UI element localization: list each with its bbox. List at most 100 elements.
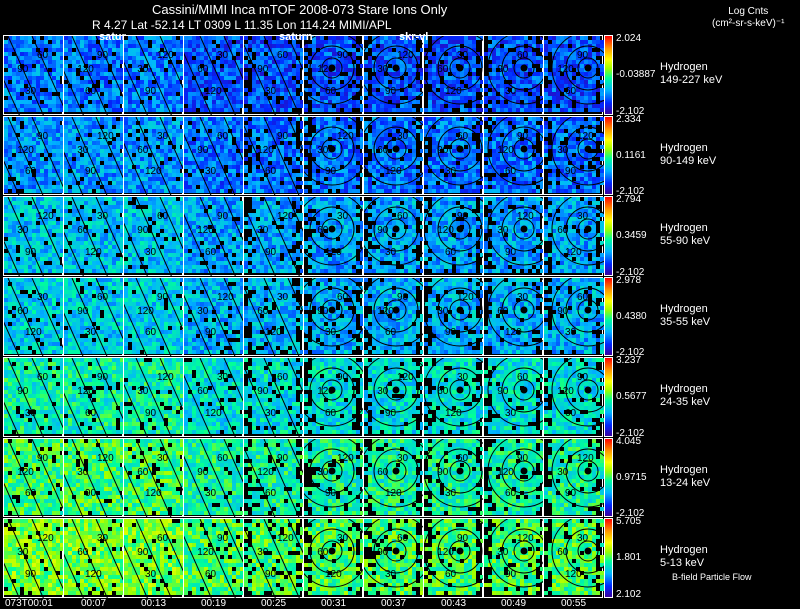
contour-label: 120 bbox=[17, 466, 34, 478]
contour-label: 30 bbox=[217, 50, 229, 62]
contour-label: 120 bbox=[325, 568, 342, 580]
species-label: Hydrogen bbox=[660, 544, 708, 557]
energy-label: 5-13 keV bbox=[660, 557, 705, 570]
contour-label: 120 bbox=[25, 327, 42, 339]
contour-label: 30 bbox=[557, 144, 569, 156]
panel-image bbox=[4, 519, 64, 599]
time-label: 00:49 bbox=[501, 598, 527, 609]
panel-image bbox=[304, 277, 364, 354]
panel-image bbox=[4, 358, 64, 438]
image-panel: 90 60 30 bbox=[63, 276, 124, 357]
image-panel: 60 30 120 bbox=[123, 437, 184, 518]
contour-label: 60 bbox=[205, 246, 217, 258]
contour-label: 30 bbox=[517, 291, 529, 303]
image-panel: 90 60 30 bbox=[243, 357, 304, 438]
energy-band-label: Hydrogen 5-13 keV bbox=[660, 544, 708, 570]
contour-label: 30 bbox=[97, 533, 109, 545]
contour-label: 30 bbox=[17, 225, 29, 237]
image-panel: 90 60 30 bbox=[123, 518, 184, 599]
panel-image bbox=[244, 438, 304, 518]
contour-label: 60 bbox=[497, 305, 509, 317]
image-panel: 60 30 120 bbox=[543, 518, 604, 598]
image-panel: 30 120 90 bbox=[483, 196, 544, 276]
contour-label: 120 bbox=[317, 386, 334, 398]
colorbar bbox=[604, 518, 613, 598]
image-panel: 60 30 120 bbox=[363, 115, 424, 195]
species-label: Hydrogen bbox=[660, 141, 708, 154]
contour-label: 30 bbox=[257, 225, 269, 237]
contour-label: 120 bbox=[577, 452, 594, 464]
image-panel: 30 120 90 bbox=[123, 35, 184, 116]
contour-label: 120 bbox=[257, 144, 274, 156]
panel-image bbox=[64, 277, 124, 357]
contour-label: 60 bbox=[85, 85, 97, 97]
panel-image bbox=[544, 36, 604, 112]
contour-label: 60 bbox=[217, 130, 229, 142]
contour-label: 30 bbox=[377, 64, 389, 76]
species-label: Hydrogen bbox=[660, 302, 708, 315]
image-panel: 30 120 90 bbox=[483, 518, 544, 598]
colorbar-max-label: 4.045 bbox=[616, 435, 642, 447]
panel-image bbox=[244, 116, 304, 196]
image-panel: 60 30 120 bbox=[363, 437, 424, 517]
time-label: 00:13 bbox=[141, 598, 167, 609]
contour-label: 90 bbox=[317, 305, 329, 317]
contour-label: 90 bbox=[497, 64, 509, 76]
contour-label: 90 bbox=[97, 372, 109, 384]
contour-label: 90 bbox=[517, 452, 529, 464]
energy-band-label: Hydrogen 35-55 keV bbox=[660, 303, 710, 329]
contour-label: 90 bbox=[137, 225, 149, 237]
image-panel: 120 90 60 bbox=[3, 115, 64, 196]
contour-label: 120 bbox=[377, 305, 394, 317]
contour-label: 90 bbox=[265, 246, 277, 258]
colorbar-mid-label: 0.1161 bbox=[616, 149, 646, 161]
contour-label: 120 bbox=[397, 372, 414, 384]
contour-label: 30 bbox=[577, 211, 589, 223]
contour-label: 30 bbox=[457, 50, 469, 62]
time-label: 00:55 bbox=[561, 598, 587, 609]
panel-image bbox=[364, 438, 424, 515]
image-panel: 30 120 90 bbox=[363, 35, 424, 115]
contour-label: 90 bbox=[197, 144, 209, 156]
contour-label: 60 bbox=[317, 547, 329, 559]
panel-image bbox=[124, 358, 184, 438]
image-panel: 60 30 120 bbox=[243, 276, 304, 357]
contour-label: 30 bbox=[437, 305, 449, 317]
panel-image bbox=[364, 277, 424, 354]
time-label: 00:19 bbox=[201, 598, 227, 609]
contour-label: 30 bbox=[505, 85, 517, 97]
species-label: Hydrogen bbox=[660, 222, 708, 235]
contour-label: 60 bbox=[17, 305, 29, 317]
contour-label: 60 bbox=[377, 466, 389, 478]
contour-label: 90 bbox=[505, 568, 517, 580]
contour-label: 60 bbox=[157, 211, 169, 223]
image-panel: 30 120 90 bbox=[3, 196, 64, 277]
panel-image bbox=[184, 36, 244, 116]
contour-label: 90 bbox=[565, 488, 577, 500]
contour-label: 90 bbox=[205, 327, 217, 339]
panel-image bbox=[544, 116, 604, 193]
contour-label: 60 bbox=[397, 533, 409, 545]
contour-label: 60 bbox=[397, 211, 409, 223]
image-panel: 90 60 30 bbox=[183, 115, 244, 196]
panel-image bbox=[184, 438, 244, 518]
contour-label: 120 bbox=[17, 144, 34, 156]
image-panel: 120 90 60 bbox=[243, 437, 304, 518]
contour-label: 120 bbox=[577, 130, 594, 142]
contour-label: 30 bbox=[265, 85, 277, 97]
contour-label: 30 bbox=[157, 452, 169, 464]
time-label: 00:07 bbox=[81, 598, 107, 609]
contour-label: 90 bbox=[517, 130, 529, 142]
contour-label: 30 bbox=[37, 291, 49, 303]
energy-band-label: Hydrogen 24-35 keV bbox=[660, 383, 710, 409]
image-panel: 60 30 120 bbox=[423, 35, 484, 115]
panel-image bbox=[424, 438, 484, 515]
contour-label: 90 bbox=[145, 407, 157, 419]
contour-label: 60 bbox=[265, 166, 277, 178]
contour-label: 60 bbox=[565, 407, 577, 419]
contour-label: 90 bbox=[437, 466, 449, 478]
image-panel: 60 30 120 bbox=[123, 115, 184, 196]
colorbar-max-label: 2.024 bbox=[616, 33, 642, 44]
image-panel: 30 120 90 bbox=[63, 115, 124, 196]
colorbar bbox=[604, 196, 613, 276]
